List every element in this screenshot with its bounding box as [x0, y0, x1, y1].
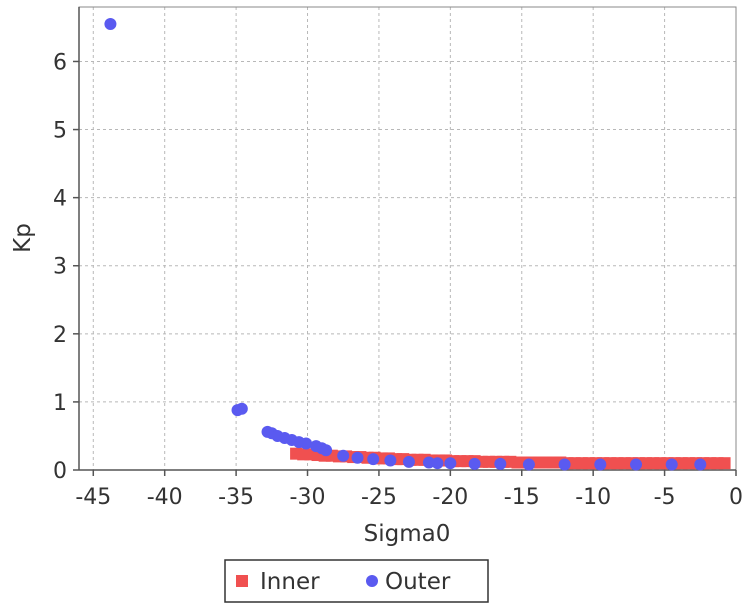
y-tick-label: 1 — [53, 391, 67, 416]
x-tick-label: -25 — [361, 485, 397, 510]
data-point-outer — [337, 449, 350, 462]
data-series — [104, 18, 731, 471]
y-tick-label: 0 — [53, 459, 67, 484]
y-tick-label: 2 — [53, 323, 67, 348]
x-tick-label: -15 — [504, 485, 540, 510]
y-tick-label: 4 — [53, 187, 67, 212]
x-tick-label: -45 — [75, 485, 111, 510]
x-tick-label: -5 — [654, 485, 676, 510]
data-point-outer — [594, 458, 607, 471]
data-point-outer — [351, 451, 364, 464]
x-tick-label: -35 — [218, 485, 254, 510]
legend-inner-label: Inner — [260, 569, 320, 595]
x-axis-title: Sigma0 — [364, 521, 451, 547]
legend-inner-marker — [236, 575, 248, 587]
x-tick-label: -40 — [147, 485, 183, 510]
data-point-outer — [235, 402, 248, 415]
axes — [78, 6, 737, 471]
y-tick-label: 6 — [53, 50, 67, 75]
data-point-outer — [104, 18, 117, 31]
data-point-outer — [494, 457, 507, 470]
legend-outer-label: Outer — [385, 569, 451, 595]
plot-area — [79, 7, 736, 470]
data-point-outer — [522, 458, 535, 471]
data-point-outer — [422, 456, 435, 469]
x-tick-label: -10 — [575, 485, 611, 510]
x-tick-label: -20 — [432, 485, 468, 510]
data-point-outer — [300, 437, 313, 450]
data-point-outer — [694, 458, 707, 471]
legend-outer-marker — [366, 575, 378, 587]
data-point-outer — [402, 455, 415, 468]
data-point-outer — [665, 458, 678, 471]
legend: Inner Outer — [224, 559, 489, 603]
data-point-outer — [444, 457, 457, 470]
data-point-outer — [320, 444, 333, 457]
data-point-outer — [558, 458, 571, 471]
data-point-outer — [367, 453, 380, 466]
data-point-outer — [468, 457, 481, 470]
y-tick-label: 5 — [53, 119, 67, 144]
legend-box — [224, 559, 489, 603]
tick-labels: -45 -40 -35 -30 -25 -20 -15 -10 -5 0 0 1 2 3 4 5 6 — [53, 50, 743, 510]
y-tick-label: 3 — [53, 255, 67, 280]
data-point-outer — [384, 454, 397, 467]
data-point-outer — [431, 457, 444, 470]
y-axis-title: Kp — [10, 223, 36, 253]
x-tick-label: 0 — [729, 485, 743, 510]
data-point-inner — [718, 457, 731, 470]
data-point-outer — [630, 458, 643, 471]
series-outer — [104, 18, 707, 471]
x-tick-label: -30 — [290, 485, 326, 510]
